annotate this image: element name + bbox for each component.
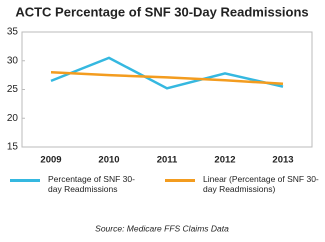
x-tick-label: 2011	[157, 155, 178, 166]
y-tick-label: 35	[7, 27, 19, 38]
x-tick-label: 2013	[272, 155, 293, 166]
y-tick-label: 30	[7, 55, 19, 66]
legend-label: Percentage of SNF 30-day Readmissions	[48, 174, 135, 194]
x-tick-label: 2012	[214, 155, 235, 166]
y-tick-label: 20	[7, 113, 19, 124]
legend-label: Linear (Percentage of SNF 30-day Readmis…	[203, 174, 319, 194]
series-line	[50, 56, 284, 90]
legend-swatch	[10, 179, 40, 182]
x-tick-label: 2009	[40, 155, 61, 166]
y-tick-label: 25	[7, 84, 19, 95]
x-tick-label: 2010	[98, 155, 119, 166]
y-tick-label: 15	[7, 142, 19, 153]
source-note: Source: Medicare FFS Claims Data	[95, 223, 229, 233]
series-line	[50, 71, 284, 85]
legend-swatch	[165, 179, 195, 182]
chart-title: ACTC Percentage of SNF 30-Day Readmissio…	[15, 4, 308, 19]
